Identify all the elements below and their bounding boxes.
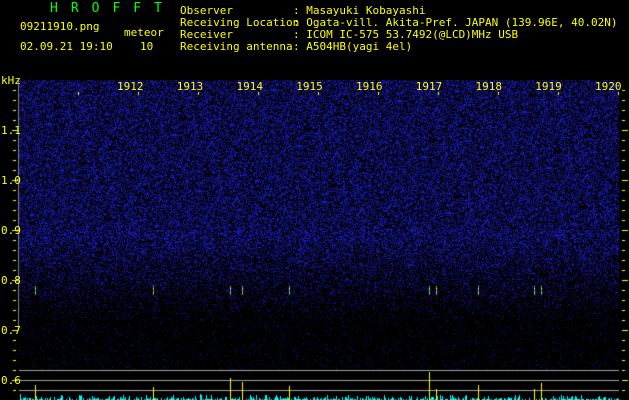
observer-label: Observer (180, 4, 233, 17)
y-tick-label: 0.7 (1, 324, 21, 337)
mode-label: meteor (124, 26, 164, 39)
receiver-label: Receiver (180, 28, 233, 41)
x-tick-label: 1915 (296, 80, 323, 93)
x-tick-label: 1918 (475, 80, 503, 93)
y-tick-label: 0.6 (1, 374, 21, 387)
x-tick-label: 1913 (176, 80, 204, 93)
x-tick-label: 1919 (535, 80, 562, 93)
datetime: 02.09.21 19:10 (20, 40, 113, 53)
antenna-value: : A504HB(yagi 4el) (293, 40, 413, 53)
receiver-value: : ICOM IC-575 53.7492(@LCD)MHz USB (293, 28, 519, 41)
x-tick-label: 1914 (236, 80, 264, 93)
location-label: Receiving Location (180, 16, 300, 29)
filename: 09211910.png (20, 20, 100, 33)
x-tick-label: 1916 (356, 80, 383, 93)
y-tick-label: 1.0 (1, 174, 21, 187)
observer-value: : Masayuki Kobayashi (293, 4, 426, 17)
location-value: : Ogata-vill. Akita-Pref. JAPAN (139.96E… (293, 16, 618, 29)
antenna-label: Receiving antenna (180, 40, 293, 53)
meteor-count: 10 (140, 40, 154, 53)
x-tick-label: 1920 (595, 80, 622, 93)
y-axis-unit: kHz (1, 74, 21, 87)
x-tick-label: 1912 (117, 80, 144, 93)
y-tick-label: 0.9 (1, 224, 21, 237)
y-tick-label: 1.1 (1, 124, 21, 137)
x-tick-label: 1917 (415, 80, 443, 93)
app-title: HROFFT (50, 1, 175, 16)
y-tick-label: 0.8 (1, 274, 21, 287)
